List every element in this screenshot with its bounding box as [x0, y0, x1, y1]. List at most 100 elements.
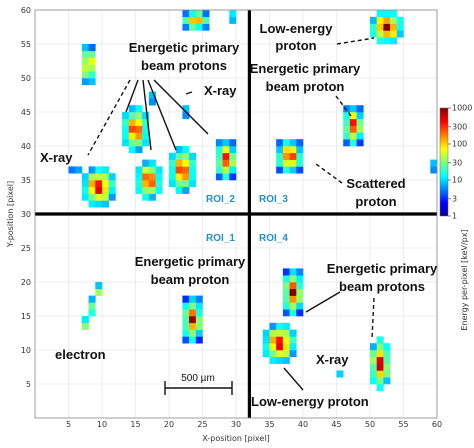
pixel	[390, 30, 398, 38]
pixel	[396, 23, 404, 31]
x-tick-label: 50	[365, 420, 375, 429]
pixel	[289, 166, 297, 174]
pixel	[175, 180, 183, 188]
pixel	[142, 166, 150, 174]
pixel	[276, 350, 284, 358]
plot-frame	[34, 9, 438, 419]
pixel	[195, 23, 203, 31]
y-tick-label: 10	[21, 346, 31, 355]
y-tick-label: 25	[21, 244, 31, 253]
pixel	[142, 118, 150, 126]
pixel	[155, 186, 163, 194]
pixel	[102, 173, 109, 181]
pixel	[282, 275, 290, 283]
pixel	[229, 173, 237, 181]
pixel	[269, 350, 277, 358]
pixel	[175, 173, 183, 181]
pixel	[349, 125, 357, 133]
pixel	[128, 118, 136, 126]
colorbar	[439, 107, 449, 217]
pixel	[383, 30, 391, 38]
pixel	[282, 336, 290, 344]
pixel	[349, 112, 357, 120]
pixel	[262, 350, 270, 358]
x-tick-label: 45	[331, 420, 341, 429]
pixel	[175, 186, 183, 194]
pixel	[376, 363, 384, 371]
pixel	[430, 166, 438, 174]
y-tick-label: 40	[21, 142, 31, 151]
pixel	[88, 44, 96, 52]
pixel	[296, 309, 304, 317]
pixel	[195, 295, 203, 303]
pixel	[376, 30, 384, 38]
pixel	[289, 309, 297, 317]
pixel	[81, 44, 89, 52]
cluster-c9	[81, 166, 116, 208]
x-tick-label: 5	[66, 420, 71, 429]
pixel	[222, 166, 230, 174]
y-tick-label: 55	[21, 40, 31, 49]
pixel	[276, 139, 284, 147]
pixel	[222, 159, 230, 167]
pixel	[376, 23, 384, 31]
pixel	[222, 152, 230, 160]
annotation-electron: electron	[55, 347, 106, 362]
pixel	[122, 132, 130, 140]
pixel	[102, 186, 109, 194]
pixel	[383, 363, 391, 371]
pixel	[182, 146, 190, 154]
pixel	[169, 159, 176, 167]
pixel	[229, 166, 237, 174]
colorbar-tick-label: 100	[452, 140, 467, 149]
pixel	[182, 23, 190, 31]
pixel	[148, 91, 156, 99]
colorbar-tick-label: 300	[452, 122, 467, 131]
pixel	[148, 166, 156, 174]
pixel	[182, 316, 190, 324]
pixel	[229, 159, 237, 167]
pixel	[202, 23, 210, 31]
pixel	[81, 57, 89, 65]
pixel	[215, 159, 223, 167]
pixel	[229, 146, 237, 154]
pixel	[289, 350, 297, 358]
pixel	[383, 16, 391, 24]
cluster-c8	[68, 166, 83, 174]
cluster-c3	[229, 10, 237, 24]
pixel	[296, 146, 304, 154]
pixel	[383, 23, 391, 31]
pixel	[189, 295, 197, 303]
pixel	[175, 159, 183, 167]
pixel	[396, 30, 404, 38]
pixel	[142, 139, 150, 147]
y-tick-label: 20	[21, 278, 31, 287]
cluster-c18	[282, 268, 304, 317]
pixel	[128, 132, 136, 140]
pixel	[269, 336, 277, 344]
pixel	[390, 10, 398, 18]
pixel	[142, 159, 150, 167]
pixel	[370, 370, 377, 378]
pixel	[182, 105, 190, 113]
x-tick-label: 60	[432, 420, 442, 429]
pixel	[148, 180, 156, 188]
cluster-c7	[215, 139, 237, 181]
annotation-low-energy-top-line1: Low-energy	[260, 21, 334, 36]
x-axis-label: X-position [pixel]	[202, 434, 269, 443]
pixel	[128, 125, 136, 133]
annotation-energetic-top-line2: beam protons	[141, 58, 227, 73]
pixel	[81, 180, 89, 188]
pixel	[95, 288, 103, 296]
pixel	[155, 173, 163, 181]
pixel	[175, 152, 183, 160]
pixel	[155, 166, 163, 174]
pixel	[182, 186, 190, 194]
pixel	[222, 173, 230, 181]
pixel	[383, 10, 391, 18]
roi-dividers	[35, 10, 437, 418]
pixel	[189, 166, 197, 174]
pixel	[229, 10, 237, 18]
pixel	[376, 384, 384, 392]
pixel	[182, 309, 190, 317]
